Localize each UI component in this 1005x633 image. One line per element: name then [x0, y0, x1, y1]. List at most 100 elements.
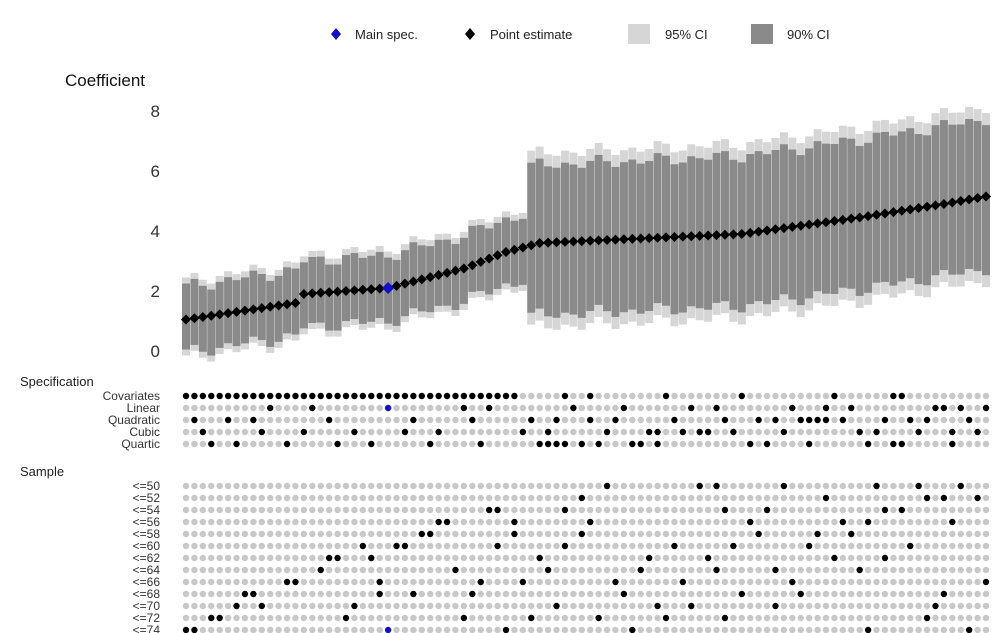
point-estimate [189, 313, 200, 324]
spec-dot [250, 392, 257, 400]
spec-dot [595, 602, 602, 610]
spec-dot [502, 482, 510, 490]
spec-dot [772, 506, 779, 514]
spec-dot [637, 566, 644, 574]
spec-dot [570, 614, 577, 622]
spec-dot [696, 530, 703, 538]
spec-dot [292, 530, 299, 538]
spec-dot [233, 392, 240, 400]
spec-dot [965, 614, 973, 622]
spec-dot [283, 428, 291, 436]
spec-dot [957, 554, 964, 562]
spec-dot [940, 416, 948, 424]
spec-dot [797, 566, 804, 574]
spec-dot [662, 428, 670, 436]
spec-dot [898, 578, 905, 586]
spec-dot [485, 602, 493, 610]
spec-dot [612, 506, 619, 514]
spec-dot [637, 392, 644, 400]
spec-dot [384, 530, 392, 538]
spec-dot [401, 566, 409, 574]
spec-dot [982, 416, 990, 424]
spec-dot [738, 506, 745, 514]
spec-dot [822, 590, 830, 598]
spec-dot [974, 578, 981, 586]
spec-dot [191, 590, 198, 598]
spec-dot [932, 392, 939, 400]
spec-dot [553, 428, 560, 436]
point-estimate [964, 194, 975, 205]
point-estimate [677, 231, 688, 242]
spec-dot [250, 626, 257, 633]
spec-dot [182, 440, 190, 448]
y-tick-label: 4 [151, 222, 160, 241]
spec-dot [292, 578, 299, 586]
spec-dot [688, 614, 695, 622]
spec-dot [334, 482, 341, 490]
spec-dot [856, 416, 863, 424]
spec-dot [763, 428, 771, 436]
spec-dot [856, 392, 863, 400]
spec-dot [469, 602, 476, 610]
spec-dot [713, 554, 720, 562]
spec-dot [561, 416, 569, 424]
spec-dot [208, 626, 215, 633]
spec-dot [208, 518, 215, 526]
spec-dot [427, 590, 434, 598]
spec-dot [553, 602, 560, 610]
spec-dot [907, 614, 914, 622]
ci90-bar [594, 154, 603, 305]
spec-dot [730, 416, 737, 424]
spec-dot [334, 614, 341, 622]
spec-dot [755, 626, 762, 633]
spec-dot [359, 590, 367, 598]
ci90-bar [535, 158, 544, 309]
spec-dot [907, 578, 914, 586]
spec-dot [738, 578, 745, 586]
spec-dot [805, 530, 813, 538]
spec-dot [469, 554, 476, 562]
spec-dot [721, 578, 729, 586]
spec-dot [645, 404, 653, 412]
spec-dot [587, 614, 594, 622]
spec-dot [578, 404, 585, 412]
spec-dot [822, 440, 830, 448]
spec-dot [191, 530, 198, 538]
spec-dot [949, 404, 956, 412]
spec-dot [839, 590, 847, 598]
spec-dot [224, 440, 232, 448]
spec-dot [629, 590, 636, 598]
spec-dot [721, 602, 729, 610]
spec-dot [780, 392, 788, 400]
spec-dot [747, 416, 754, 424]
point-estimate [458, 263, 469, 274]
spec-dot [469, 440, 476, 448]
spec-dot [452, 392, 459, 400]
spec-dot [351, 566, 358, 574]
spec-dot [940, 494, 948, 502]
spec-dot [216, 602, 223, 610]
spec-dot [351, 530, 358, 538]
spec-dot [620, 590, 628, 598]
spec-dot [747, 506, 754, 514]
spec-dot [603, 494, 611, 502]
spec-dot [797, 626, 804, 633]
spec-dot [460, 602, 468, 610]
spec-dot [241, 428, 249, 436]
spec-dot [940, 530, 948, 538]
spec-dot [233, 518, 240, 526]
spec-dot [191, 494, 198, 502]
spec-dot [224, 626, 232, 633]
spec-dot [427, 578, 434, 586]
spec-dot [536, 578, 543, 586]
spec-dot [805, 506, 813, 514]
spec-dot [915, 530, 922, 538]
spec-dot [283, 392, 291, 400]
point-estimate [863, 211, 874, 222]
spec-dot [452, 602, 459, 610]
spec-dot [915, 428, 922, 436]
spec-dot [612, 392, 619, 400]
point-estimate [391, 280, 402, 291]
spec-dot [443, 506, 451, 514]
spec-dot [275, 590, 282, 598]
